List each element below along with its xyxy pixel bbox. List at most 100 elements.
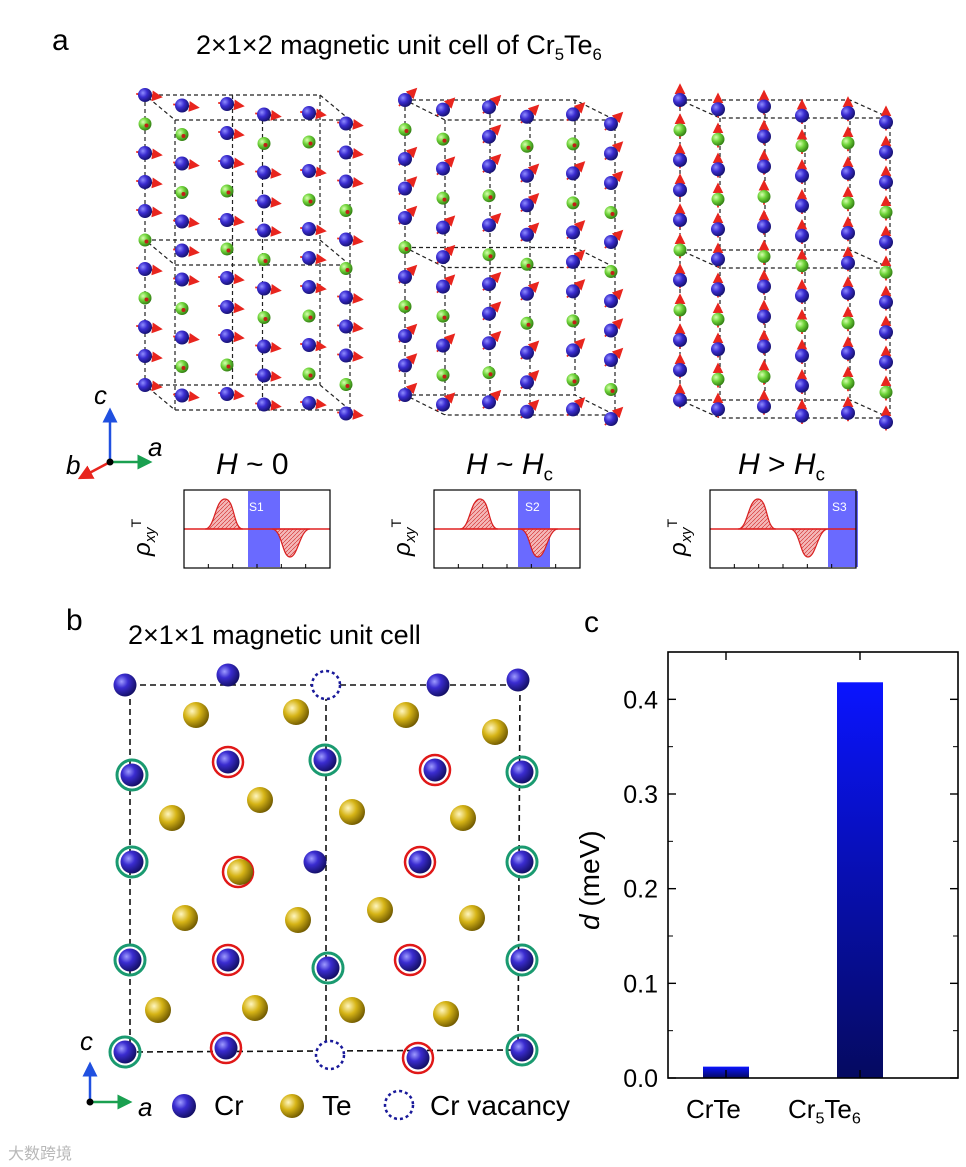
cr-atom [757,159,771,174]
cr-atom [175,272,189,287]
te-atom [673,303,687,317]
cr-atom [175,214,189,229]
cell-edge [143,384,352,411]
cr-atom [566,343,580,358]
panel-a-letter: a [52,24,69,57]
positive-peak [459,498,499,530]
cr-atom [506,668,530,692]
spin-dot [308,141,313,146]
cr-atom [841,285,855,300]
cr-atom [436,397,450,412]
cr-atom [795,108,809,123]
te-atom [175,186,189,199]
cr-atom [604,117,618,131]
rho-plot-s2 [433,489,581,569]
te-atom [604,265,618,278]
te-atom [285,907,311,933]
cr-atom [339,174,353,189]
cr-atom [757,399,771,414]
cr-atom [302,222,316,236]
te-atom [398,123,412,136]
cr-atom [510,1038,534,1062]
te-atom [220,358,234,372]
cr-atom [482,306,496,321]
cr-atom [604,412,618,426]
cr-atom [339,116,353,131]
cr-ring-red [209,1031,243,1065]
cr-atom [795,228,809,243]
cr-ring-red [211,943,245,977]
cr-atom [216,750,240,774]
te-atom [367,897,393,923]
te-atom [450,805,476,831]
rho-plot-s1 [183,489,331,569]
te-atom [566,196,580,210]
te-atom [879,205,893,219]
cr-atom [216,663,240,687]
cr-atom [302,164,316,178]
cr-atom [482,218,496,233]
cr-atom [566,107,580,122]
cr-atom [339,406,353,421]
te-atom [339,799,365,825]
te-atom [175,128,189,141]
cr-atom [795,168,809,183]
te-atom [175,302,189,315]
field-label-1: H ~ 0 [216,448,289,481]
cr-atom [302,280,316,294]
te-atom [436,132,450,146]
spin-dot [404,306,409,310]
cr-atom [795,198,809,213]
te-atom [398,241,412,254]
te-atom [841,136,855,150]
spin-dot [226,364,231,369]
cr-atom [841,405,855,420]
te-atom [520,139,534,153]
cr-atom [757,309,771,324]
cr-atom [566,225,580,240]
axis-triad-b [82,1061,133,1110]
cr-atom [214,1036,238,1060]
cr-atom [436,279,450,294]
te-atom [145,997,171,1023]
cr-atom [257,339,271,354]
spin-dot [488,254,493,259]
te-atom [757,369,771,383]
cr-atom [520,375,534,390]
lattice-h-near-hc [398,87,624,426]
bar-chart-d: 0.0 0.1 0.2 0.3 0.4 [623,651,959,1093]
cr-atom [118,948,142,972]
cr-atom [302,251,316,265]
cr-vacancy [310,669,342,701]
region-label-s2: S2 [525,500,540,514]
te-atom [566,373,580,387]
cr-atom [711,402,725,417]
cr-atom [673,393,687,407]
cr-atom [220,97,234,111]
cr-ring-green [115,845,149,879]
cr-ring-red [393,943,427,977]
te-atom [220,242,234,256]
te-atom [159,805,185,831]
panel-b-title: 2×1×1 magnetic unit cell [128,620,421,650]
legend-vacancy-label: Cr vacancy [430,1090,571,1121]
axes-frame [667,651,959,1079]
cr-atom [138,175,152,189]
cr-atom [879,355,893,370]
cr-atom [302,396,316,410]
cr-atom [257,165,271,180]
cr-atom [138,320,152,334]
cr-atom [757,219,771,234]
cr-atom [257,194,271,209]
cr-atom [566,254,580,269]
te-atom [183,702,209,728]
cr-atom [711,222,725,237]
cr-atom [711,162,725,177]
cr-atom [398,152,412,166]
cr-atom [604,353,618,367]
cr-atom [113,673,137,697]
cr-atom [841,255,855,270]
te-atom [482,189,496,203]
cr-atom [520,109,534,124]
cr-atom [482,395,496,410]
